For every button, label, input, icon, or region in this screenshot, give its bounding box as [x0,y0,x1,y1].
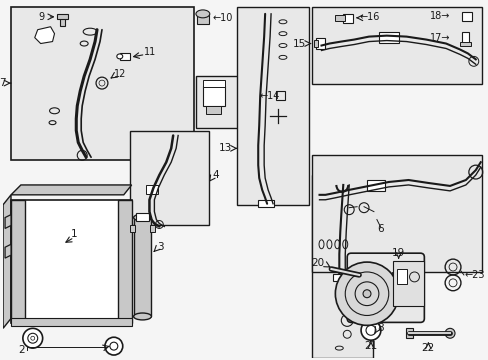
Text: 9: 9 [39,12,44,22]
Bar [11,7,194,160]
Bar [196,76,255,127]
Text: 12: 12 [114,69,126,79]
Bar [203,80,224,87]
Text: ←14: ←14 [259,91,279,101]
Text: 8: 8 [376,323,383,333]
Ellipse shape [117,54,122,59]
Text: 4: 4 [212,170,219,180]
Polygon shape [11,185,131,195]
Bar [11,200,25,323]
Bar [129,225,134,233]
Bar [197,14,208,24]
Bar [133,217,151,316]
Bar [335,15,345,21]
Bar [311,175,372,358]
Text: ←23: ←23 [464,270,485,280]
Bar [258,200,273,207]
Bar [459,41,470,46]
Circle shape [23,328,42,348]
Ellipse shape [133,214,151,221]
Bar [333,274,350,281]
Circle shape [105,337,122,355]
Bar [378,32,398,42]
Text: 17→: 17→ [428,33,449,42]
Circle shape [360,320,380,340]
Bar [275,91,285,100]
Bar [405,328,413,338]
Text: 3: 3 [157,242,163,252]
Text: 5: 5 [389,272,396,282]
Text: ←16: ←16 [358,12,379,22]
Bar [343,14,352,23]
Text: 11: 11 [143,48,156,58]
Text: 19: 19 [391,248,405,258]
Text: 6: 6 [377,224,384,234]
Text: 22: 22 [421,343,434,353]
Bar [135,213,149,221]
Bar [313,40,317,48]
Polygon shape [35,27,54,44]
Bar [461,32,468,44]
Bar [120,53,129,60]
Bar [205,106,220,114]
Ellipse shape [196,10,209,18]
Circle shape [335,262,398,325]
Text: 7: 7 [0,78,6,88]
Bar [150,225,155,233]
Polygon shape [5,244,11,258]
Polygon shape [3,195,11,328]
Bar [11,200,131,323]
Bar [11,319,131,327]
Bar [311,155,481,272]
Bar [392,261,424,306]
Text: 20: 20 [311,258,324,268]
Bar [61,16,65,26]
Text: 1: 1 [71,229,78,239]
Text: 21: 21 [364,341,377,351]
Bar [366,180,384,191]
FancyBboxPatch shape [346,253,424,323]
Bar [146,185,158,194]
Ellipse shape [133,313,151,320]
Bar [203,86,224,106]
Circle shape [362,290,370,298]
Text: 15: 15 [292,39,305,49]
Bar [58,14,68,19]
Bar [237,7,308,205]
Text: ←10: ←10 [212,13,233,23]
Polygon shape [5,215,11,229]
Bar [118,200,131,323]
Circle shape [444,328,454,338]
Bar [129,131,208,225]
Bar [461,12,471,21]
Text: 13: 13 [219,143,232,153]
Bar [315,37,325,49]
Bar [311,7,481,84]
Bar [396,269,406,284]
Text: 18→: 18→ [429,11,449,21]
Text: 2: 2 [18,345,24,355]
